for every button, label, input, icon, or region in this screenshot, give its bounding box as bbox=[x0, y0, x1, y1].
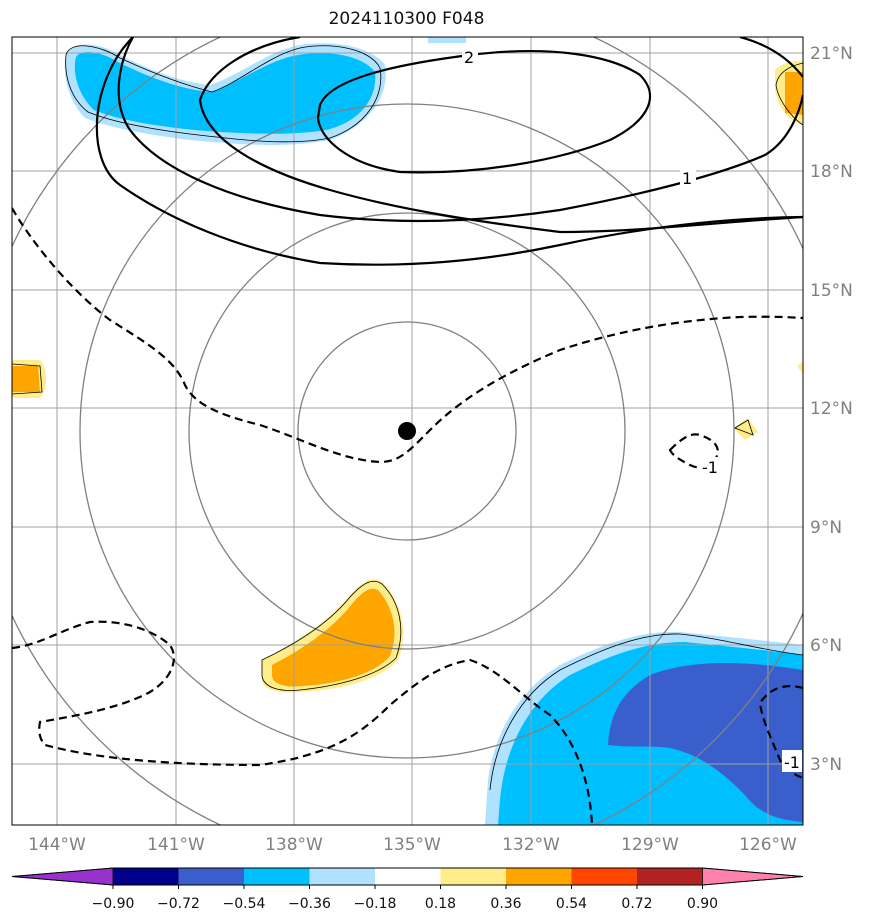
colorbar-tick-label: 0.54 bbox=[556, 896, 587, 912]
contour-label-neg1-b: -1 bbox=[784, 753, 800, 772]
colorbar-tick-label: −0.72 bbox=[157, 896, 200, 912]
longitude-labels: 144°W 141°W 138°W 135°W 132°W 129°W 126°… bbox=[28, 835, 797, 855]
storm-center-marker bbox=[398, 422, 416, 440]
svg-text:18°N: 18°N bbox=[810, 162, 853, 182]
colorbar-segment bbox=[244, 868, 310, 885]
colorbar-tick-label: 0.72 bbox=[621, 896, 652, 912]
svg-text:132°W: 132°W bbox=[502, 835, 560, 855]
colorbar-tick-label: −0.36 bbox=[288, 896, 331, 912]
svg-text:3°N: 3°N bbox=[810, 755, 842, 775]
svg-text:6°N: 6°N bbox=[810, 636, 842, 656]
colorbar-tick-label: −0.18 bbox=[354, 896, 397, 912]
positive-contours bbox=[97, 37, 803, 265]
svg-text:21°N: 21°N bbox=[810, 44, 853, 64]
svg-text:135°W: 135°W bbox=[383, 835, 441, 855]
colorbar-segment bbox=[375, 868, 441, 885]
colorbar-extend-low bbox=[12, 868, 113, 885]
svg-text:9°N: 9°N bbox=[810, 518, 842, 538]
colorbar-tick-label: −0.54 bbox=[223, 896, 266, 912]
colorbar-segment bbox=[310, 868, 376, 885]
svg-text:144°W: 144°W bbox=[28, 835, 86, 855]
colorbar-extend-high bbox=[703, 868, 804, 885]
svg-text:15°N: 15°N bbox=[810, 281, 853, 301]
svg-text:126°W: 126°W bbox=[739, 835, 797, 855]
colorbar-tick-label: 0.36 bbox=[490, 896, 521, 912]
colorbar-segment bbox=[441, 868, 507, 885]
latitude-labels: 3°N 6°N 9°N 12°N 15°N 18°N 21°N bbox=[810, 44, 853, 775]
colorbar-tick-label: 0.18 bbox=[425, 896, 456, 912]
colorbar-tick-label: −0.90 bbox=[92, 896, 135, 912]
colorbar-segment bbox=[572, 868, 638, 885]
colorbar-segment bbox=[637, 868, 703, 885]
svg-text:141°W: 141°W bbox=[147, 835, 205, 855]
svg-text:129°W: 129°W bbox=[621, 835, 679, 855]
contour-label-1: 1 bbox=[682, 169, 692, 188]
colorbar: −0.90 −0.72 −0.54 −0.36 −0.18 0.18 0.36 0.54 0.7… bbox=[12, 868, 803, 912]
svg-text:138°W: 138°W bbox=[265, 835, 323, 855]
colorbar-segment bbox=[179, 868, 245, 885]
colorbar-segment bbox=[506, 868, 572, 885]
contour-label-2: 2 bbox=[464, 48, 474, 67]
svg-text:12°N: 12°N bbox=[810, 399, 853, 419]
contour-label-neg1-a: -1 bbox=[702, 458, 718, 477]
colorbar-tick-label: 0.90 bbox=[687, 896, 718, 912]
colorbar-segment bbox=[113, 868, 179, 885]
plot-area bbox=[0, 0, 843, 867]
